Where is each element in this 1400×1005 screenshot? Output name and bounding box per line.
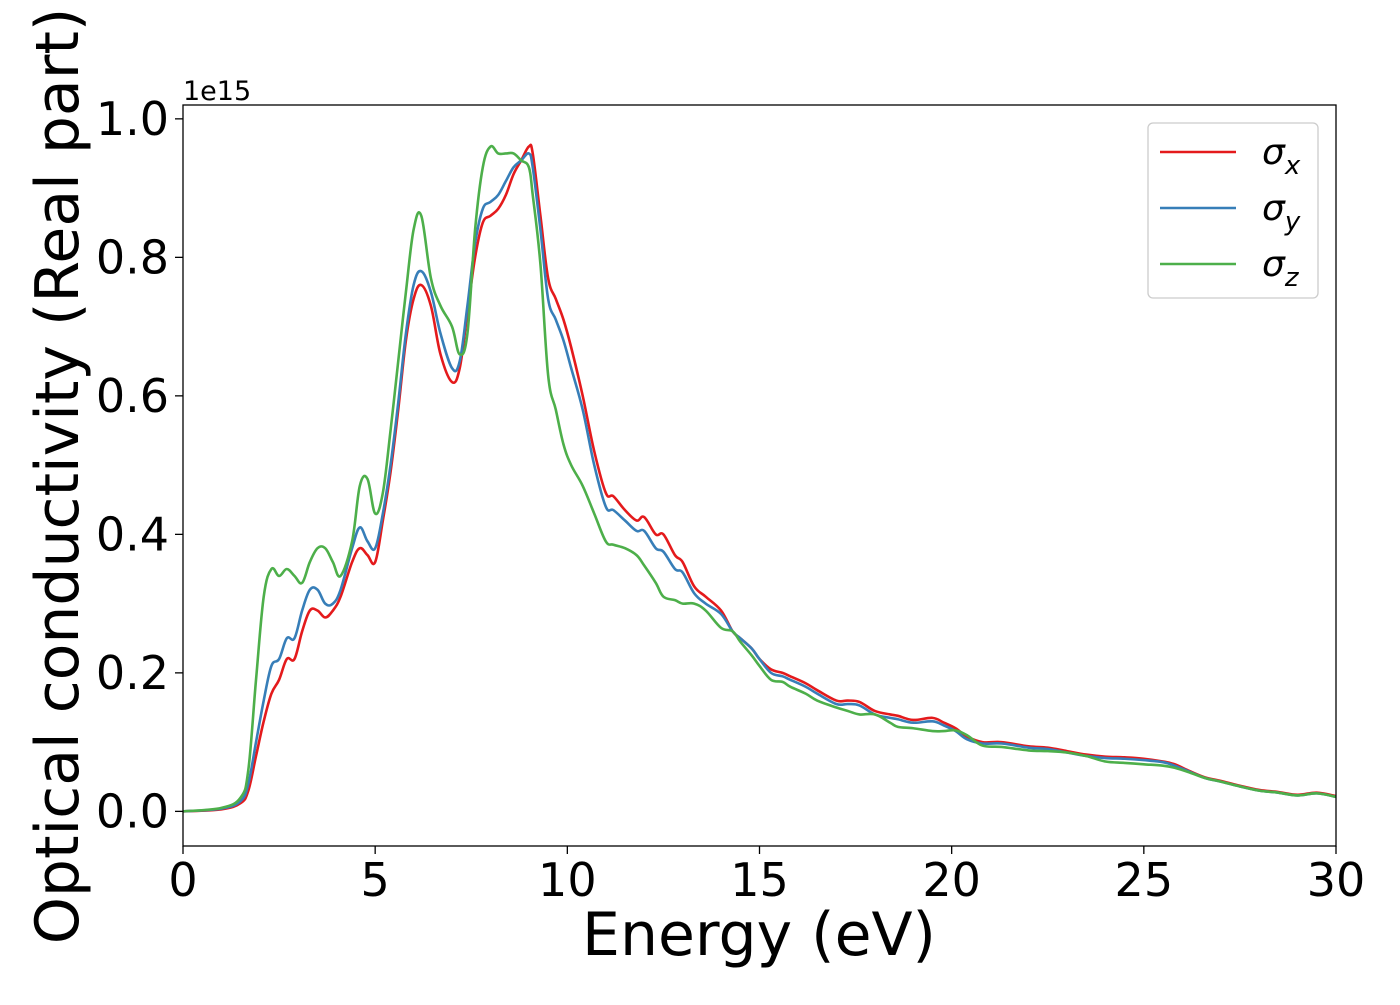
x-tick-label: 30 [1307,853,1366,907]
y-axis-label: Optical conductivity (Real part) [23,8,93,945]
series-line-z [182,144,1337,813]
y-tick-label: 0.2 [96,646,169,700]
series-line-x [182,143,1337,813]
y-tick-label: 1.0 [96,92,169,146]
x-axis-label: Energy (eV) [582,900,936,970]
y-tick-label: 0.6 [96,369,169,423]
y-tick-label: 0.0 [96,784,169,838]
legend-box [1147,122,1319,299]
series-layer [182,143,1337,813]
x-tick-label: 15 [730,853,789,907]
x-tick-label: 0 [168,853,197,907]
y-tick-label: 0.8 [96,230,169,284]
x-tick-label: 5 [361,853,390,907]
x-tick-label: 10 [538,853,597,907]
y-tick-label: 0.4 [96,507,169,561]
x-tick-label: 20 [922,853,981,907]
x-tick-label: 25 [1115,853,1174,907]
x-axis-ticks: 0 5 10 15 20 25 30 [168,846,1365,907]
series-line-y [182,152,1337,813]
y-offset-label: 1e15 [183,76,251,107]
y-axis-ticks: 0.0 0.2 0.4 0.6 0.8 1.0 [96,92,183,838]
